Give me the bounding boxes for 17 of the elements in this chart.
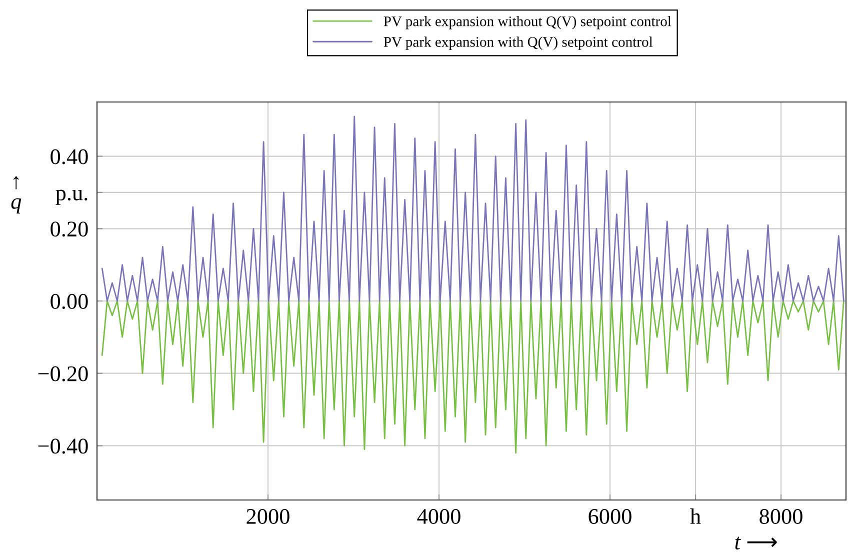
x-tick-label: 2000	[246, 508, 290, 524]
line-series	[101, 300, 844, 454]
y-axis-title: ↑ q	[11, 176, 22, 214]
y-tick-label: 0.20	[50, 222, 88, 237]
x-tick-label: 8000	[760, 508, 802, 524]
y-tick-label: 0.40	[50, 149, 88, 164]
x-tick-label: h	[690, 508, 701, 524]
y-tick-label: −0.40	[38, 438, 88, 454]
legend-label: PV park expansion without Q(V) setpoint control	[384, 16, 672, 30]
x-tick-label: 6000	[588, 508, 632, 524]
legend-label: PV park expansion with Q(V) setpoint control	[384, 36, 653, 50]
y-tick-label: p.u.	[56, 190, 88, 205]
y-tick-label: 0.00	[50, 294, 88, 310]
x-tick-label: 4000	[417, 508, 460, 524]
line-series	[101, 116, 844, 302]
y-tick-label: −0.20	[38, 366, 88, 382]
x-axis-title: t ⟶	[735, 536, 777, 550]
